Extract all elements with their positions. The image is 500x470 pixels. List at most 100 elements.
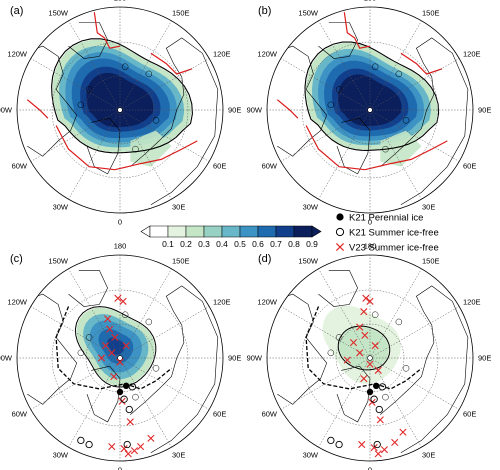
coastline [371, 311, 379, 318]
v23-summer-ice-free-marker [356, 323, 364, 331]
longitude-label: 150E [172, 9, 190, 18]
meridian-line [369, 109, 460, 162]
meridian-line [369, 20, 422, 111]
colorbar-tick-label: 0.2 [180, 239, 192, 249]
v23-summer-ice-free-marker [97, 354, 106, 362]
map-frame [16, 6, 224, 214]
ice-edge-contour [74, 306, 157, 388]
coastline [318, 270, 358, 307]
k21-perennial-ice-marker [116, 388, 124, 396]
longitude-label: 120W [7, 50, 28, 59]
k21-summer-ice-free-marker [120, 395, 128, 403]
reference-ice-edge [55, 306, 172, 390]
pole-marker [117, 355, 123, 361]
coastline [68, 270, 108, 307]
coastline [336, 365, 371, 423]
v23-summer-ice-free-marker [366, 360, 374, 368]
longitude-label: 0 [118, 466, 122, 470]
v23-summer-ice-free-marker [391, 438, 399, 447]
ice-edge-contour [304, 41, 440, 151]
longitude-label: 180 [364, 242, 377, 251]
meridian-line [318, 109, 371, 200]
longitude-label: 90E [478, 106, 491, 115]
observed-ice-edge [150, 52, 193, 75]
k21-summer-ice-free-marker [85, 440, 93, 449]
meridian-line [119, 109, 172, 200]
v23-summer-ice-free-marker [147, 434, 155, 442]
latitude-circle [51, 289, 189, 427]
meridian-line [119, 20, 172, 111]
colorbar-tick-label: 0.5 [234, 239, 246, 249]
v23-summer-ice-free-marker [137, 442, 145, 451]
v23-summer-ice-free-marker [380, 446, 389, 454]
longitude-label: 180 [114, 242, 127, 251]
colorbar-segment [149, 225, 169, 238]
longitude-label: 60W [12, 162, 28, 171]
pole-marker [367, 355, 373, 361]
longitude-label: 30E [422, 202, 435, 211]
meridian-line [369, 268, 422, 359]
longitude-label: 30E [172, 450, 185, 459]
colorbar-segment [203, 225, 223, 238]
colorbar-extend-low [140, 225, 151, 238]
longitude-label: 90W [0, 354, 13, 363]
v23-summer-ice-free-marker [120, 445, 128, 453]
v23-summer-ice-free-marker [366, 297, 374, 305]
coastline [130, 37, 219, 206]
longitude-label: 120E [463, 298, 481, 307]
k21-summer-ice-free-marker [335, 440, 343, 449]
map-content [17, 7, 223, 213]
v23-summer-ice-free-marker [108, 349, 116, 357]
v23-summer-ice-free-marker [374, 366, 382, 374]
colorbar-tick-label: 0.3 [198, 239, 210, 249]
coastline [86, 117, 121, 175]
v23-summer-ice-free-marker [108, 442, 116, 451]
v23-summer-ice-free-marker [376, 416, 384, 424]
meridian-line [119, 268, 172, 359]
colorbar-tick-label: 0.9 [306, 239, 318, 249]
longitude-label: 0 [118, 218, 122, 227]
v23-summer-ice-free-marker [111, 333, 119, 341]
coastline [380, 285, 469, 454]
coastline [395, 318, 403, 326]
longitude-label: 180 [114, 0, 127, 3]
colorbar-segment [185, 225, 205, 238]
coastline [86, 365, 121, 423]
legend-label: K21 Perennial ice [349, 213, 423, 224]
coastline [22, 293, 78, 405]
longitude-label: 60W [12, 410, 28, 419]
v23-summer-ice-free-marker [118, 397, 126, 405]
v23-summer-ice-free-marker [119, 297, 127, 305]
coastline [335, 334, 343, 341]
k21-summer-ice-free-marker [378, 383, 387, 391]
coastline [335, 86, 343, 93]
legend-marker-perennial-ice [336, 213, 344, 221]
longitude-label: 90W [247, 354, 263, 363]
v23-summer-ice-free-marker [371, 342, 379, 350]
longitude-label: 60E [463, 410, 476, 419]
longitude-label: 150E [422, 257, 440, 266]
longitude-label: 30W [53, 202, 69, 211]
observed-ice-edge [343, 12, 371, 49]
colorbar-tick-label: 0.7 [270, 239, 282, 249]
k21-perennial-ice-marker [366, 388, 374, 396]
v23-summer-ice-free-marker [343, 356, 351, 364]
latitude-circle [301, 289, 439, 427]
map-content [17, 255, 223, 461]
coastline [402, 117, 410, 124]
coastline [145, 70, 153, 78]
latitude-circle [301, 41, 439, 179]
longitude-label: 90W [247, 106, 263, 115]
longitude-label: 0 [368, 466, 372, 470]
map-panel-c: 180 150E 120E 90E 60E 30E 0 30W 60W 90W 120W 150W (c… [0, 242, 241, 470]
latitude-circle [51, 41, 189, 179]
longitude-label: 120E [213, 298, 231, 307]
coastline [272, 45, 328, 157]
k21-perennial-ice-marker [372, 382, 380, 390]
observed-ice-edge [93, 12, 121, 49]
v23-summer-ice-free-marker [356, 349, 364, 357]
meridian-line [119, 109, 210, 162]
observed-ice-edge [55, 125, 198, 171]
coastline [22, 45, 78, 157]
ice-concentration-contour [339, 327, 389, 369]
